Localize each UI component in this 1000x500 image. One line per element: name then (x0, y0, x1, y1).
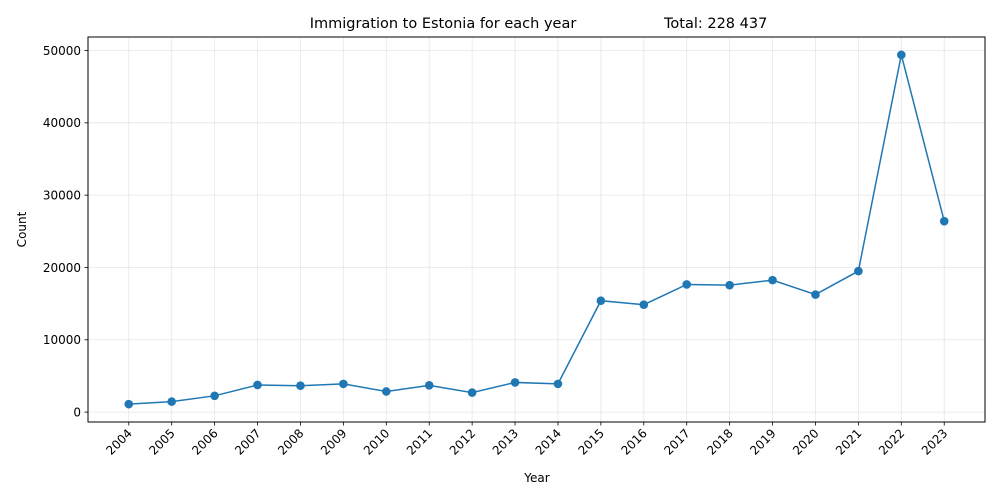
data-point-2016 (639, 300, 649, 310)
x-tick-label: 2015 (575, 426, 606, 457)
chart-title: Immigration to Estonia for each year (310, 16, 577, 32)
x-tick-label: 2016 (618, 426, 649, 457)
data-point-2013 (510, 378, 520, 387)
data-point-2023 (939, 216, 949, 226)
x-tick-label: 2009 (318, 426, 349, 457)
x-tick-label: 2023 (919, 426, 950, 457)
x-tick-label: 2006 (189, 426, 220, 457)
x-tick-label: 2010 (361, 426, 392, 457)
x-tick-label: 2004 (103, 426, 134, 457)
data-point-2006 (210, 391, 219, 401)
x-tick-label: 2011 (404, 426, 435, 457)
data-point-2005 (167, 397, 176, 406)
x-axis-ticks: 2004 2005 2006 2007 2008 2009 2010 2011 2012 2013… (103, 422, 950, 458)
data-point-2018 (725, 280, 734, 290)
data-point-2008 (296, 381, 305, 390)
x-tick-label: 2014 (533, 426, 564, 457)
x-tick-label: 2012 (447, 426, 478, 457)
data-point-2021 (854, 266, 863, 276)
data-point-2009 (339, 379, 348, 389)
data-point-2007 (253, 380, 262, 390)
data-series (124, 50, 949, 409)
x-tick-label: 2022 (876, 426, 907, 457)
data-point-2014 (553, 379, 563, 389)
grid-lines (88, 37, 985, 422)
data-point-2020 (811, 290, 820, 299)
data-point-2019 (768, 275, 777, 285)
chart-total: Total: 228 437 (663, 16, 767, 32)
x-tick-label: 2005 (146, 426, 177, 457)
x-tick-label: 2017 (661, 426, 692, 457)
x-tick-label: 2020 (790, 426, 821, 457)
x-tick-label: 2008 (275, 426, 306, 457)
y-tick-label: 40000 (43, 116, 81, 130)
y-tick-label: 30000 (43, 188, 81, 202)
data-point-2017 (682, 280, 692, 289)
data-point-2015 (596, 296, 606, 306)
data-point-2011 (424, 381, 434, 390)
y-tick-label: 0 (73, 405, 81, 419)
x-tick-label: 2021 (833, 426, 864, 457)
x-tick-label: 2018 (704, 426, 735, 457)
data-point-2004 (124, 399, 134, 409)
y-axis-label: Count (15, 211, 29, 247)
x-tick-label: 2013 (490, 426, 521, 457)
y-axis-ticks: 0 10000 20000 30000 40000 50000 (43, 44, 88, 419)
y-tick-label: 10000 (43, 333, 81, 347)
y-tick-label: 50000 (43, 44, 81, 58)
plot-frame (87, 36, 986, 423)
x-axis-label: Year (523, 471, 549, 485)
x-tick-label: 2019 (747, 426, 778, 457)
data-point-2012 (467, 388, 477, 397)
data-point-2022 (897, 50, 906, 60)
y-tick-label: 20000 (43, 261, 81, 275)
x-tick-label: 2007 (232, 426, 263, 457)
data-point-2010 (381, 387, 391, 396)
series-line (128, 54, 945, 405)
